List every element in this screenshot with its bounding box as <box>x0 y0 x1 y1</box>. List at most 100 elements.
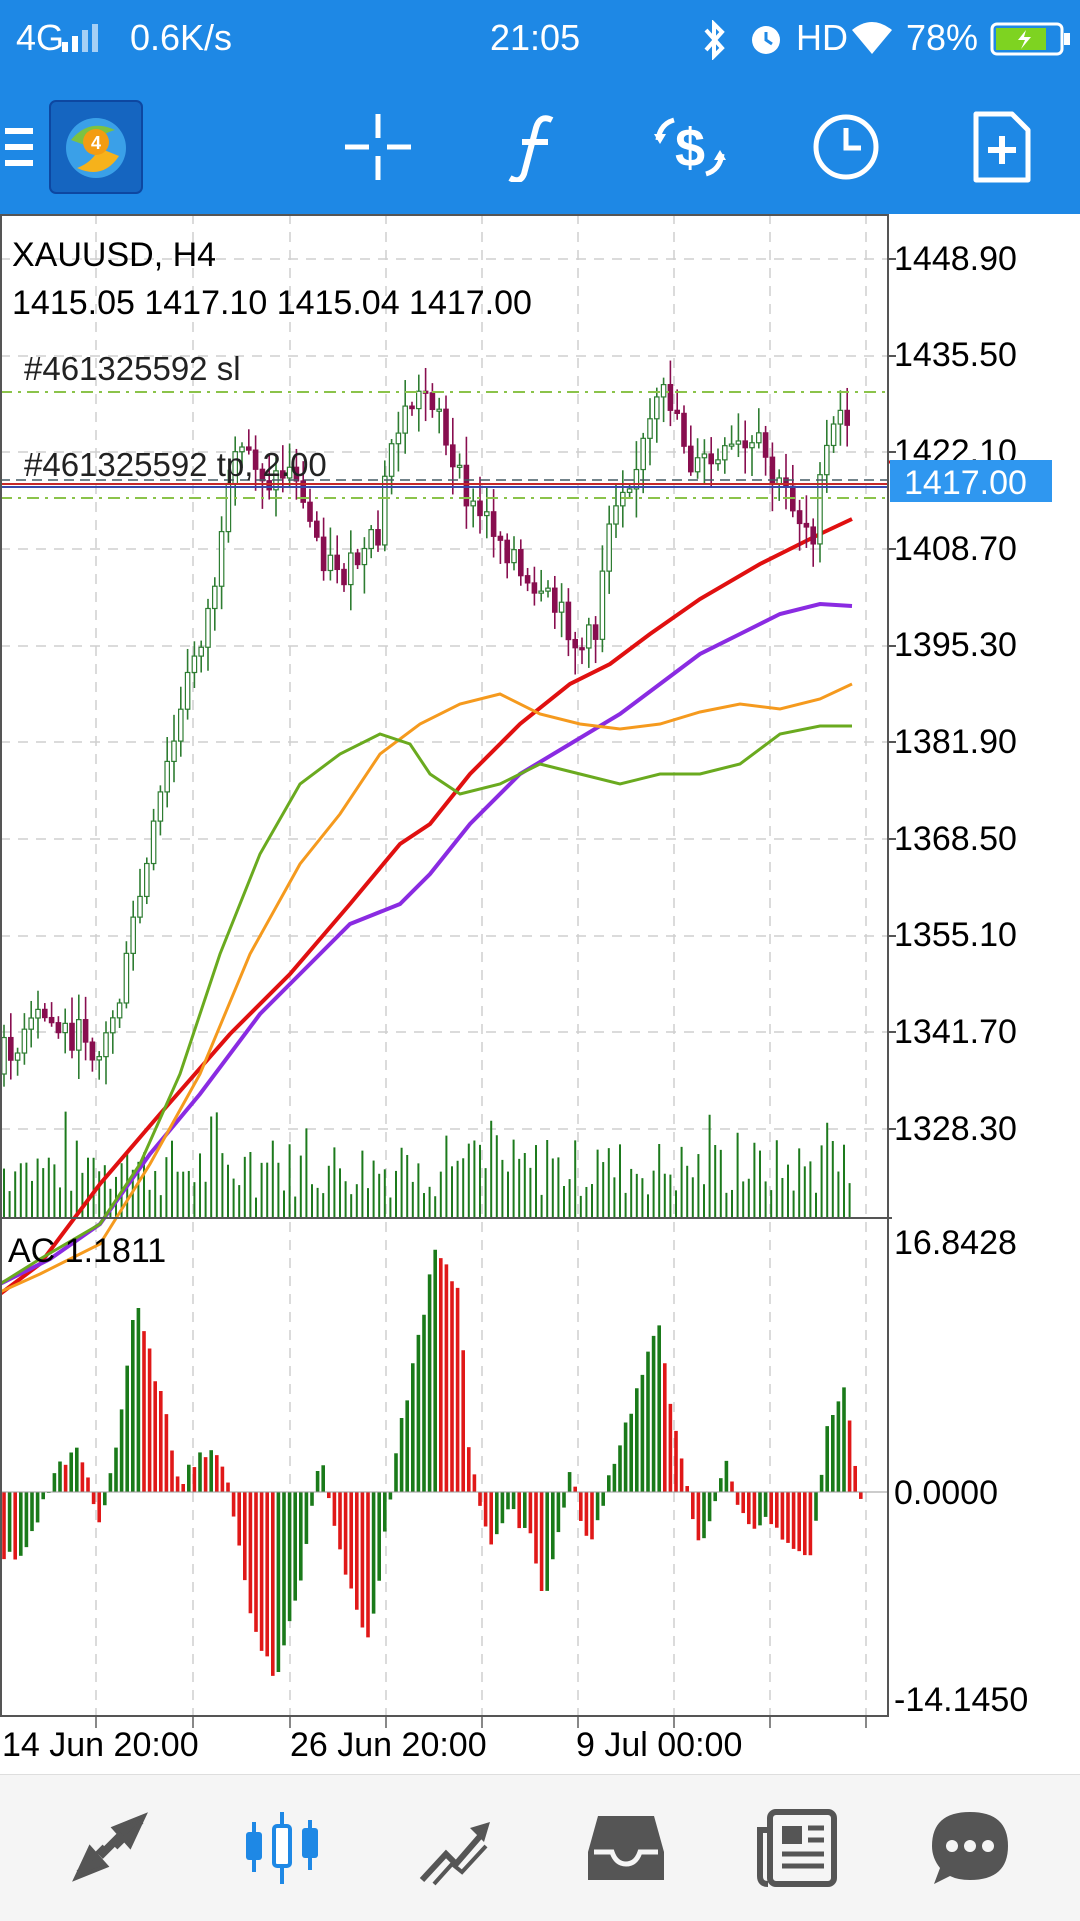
status-bar: 4G 0.6K/s 21:05 HD 78% <box>0 0 1080 80</box>
candle-body <box>755 432 762 444</box>
price-label: 1435.50 <box>894 336 1017 374</box>
history-icon <box>588 1816 664 1880</box>
candle-body <box>749 442 755 449</box>
candle-body <box>314 520 320 538</box>
menu-button[interactable] <box>0 80 40 214</box>
current-price-value: 1417.00 <box>904 464 1027 502</box>
stop-loss-label[interactable]: #461325592 sl <box>24 350 241 387</box>
candle-body <box>348 552 354 586</box>
candle-body <box>354 552 361 566</box>
nav-history[interactable] <box>556 1775 696 1921</box>
candle-body <box>456 464 463 468</box>
metatrader-logo: 4 <box>49 100 143 194</box>
candle-body <box>524 575 531 584</box>
nav-trade[interactable] <box>384 1775 524 1921</box>
candle-body <box>701 453 708 459</box>
candle-body <box>205 607 211 648</box>
candle-body <box>327 554 334 572</box>
candle-body <box>463 464 470 507</box>
symbol-timeframe: XAUUSD, H4 <box>12 236 216 274</box>
candle-body <box>647 418 653 439</box>
candle-body <box>470 500 477 507</box>
candle-body <box>844 409 851 426</box>
candle-body <box>517 549 524 577</box>
menu-icon <box>5 128 33 166</box>
candle-body <box>565 601 572 641</box>
candle-body <box>48 1016 55 1024</box>
price-chart[interactable]: XAUUSD, H4 1415.05 1417.10 1415.04 1417.… <box>0 214 1080 1774</box>
nav-quotes[interactable] <box>40 1775 180 1921</box>
candle-body <box>687 445 694 473</box>
nav-chat[interactable] <box>900 1775 1040 1921</box>
chart-toolbar: 4 $ <box>0 80 1080 214</box>
candle-body <box>497 535 504 541</box>
candle-body <box>409 405 415 410</box>
candle-body <box>28 1017 35 1030</box>
battery-percent: 78% <box>906 17 979 58</box>
candle-body <box>184 671 191 710</box>
candle-body <box>382 475 388 546</box>
candle-body <box>443 408 449 446</box>
candle-body <box>817 474 823 545</box>
candle-body <box>728 443 735 447</box>
candle-body <box>742 440 749 449</box>
take-profit-label[interactable]: #461325592 tp, 2.00 <box>24 446 327 483</box>
candle-body <box>334 554 341 571</box>
candle-body <box>14 1052 21 1061</box>
candle-body <box>585 624 592 649</box>
candle-body <box>416 390 422 410</box>
candle-body <box>484 511 490 517</box>
candle-body <box>368 529 375 550</box>
candle-body <box>402 405 409 434</box>
candle-body <box>82 1019 89 1043</box>
candle-body <box>320 536 327 572</box>
candle-body <box>144 862 150 898</box>
candle-body <box>286 466 293 479</box>
network-type: 4G <box>16 17 65 58</box>
candle-body <box>178 708 184 742</box>
time-label: 14 Jun 20:00 <box>2 1726 199 1764</box>
timeframe-button[interactable] <box>798 80 894 214</box>
candle-body <box>681 412 687 447</box>
candle-body <box>307 501 313 522</box>
crosshair-icon <box>345 114 411 180</box>
candle-body <box>1 1036 7 1075</box>
new-order-button[interactable] <box>954 80 1050 214</box>
nav-news[interactable] <box>728 1775 868 1921</box>
trade-button[interactable]: $ <box>642 80 738 214</box>
candle-body <box>667 384 674 411</box>
candle-body <box>116 1002 123 1019</box>
price-label: 1448.90 <box>894 240 1017 278</box>
trade-icon <box>419 1822 490 1886</box>
candle-body <box>103 1032 109 1058</box>
nav-chart[interactable] <box>212 1775 352 1921</box>
candle-body <box>109 1017 116 1034</box>
price-label: 1395.30 <box>894 626 1017 664</box>
candle-body <box>375 529 381 546</box>
candle-body <box>171 740 177 763</box>
candle-body <box>572 638 579 649</box>
candle-body <box>558 601 565 613</box>
candle-body <box>62 1022 69 1034</box>
ma-line-purple <box>0 601 853 1286</box>
indicators-button[interactable] <box>486 80 582 214</box>
candle-body <box>579 647 585 651</box>
candle-body <box>198 646 205 657</box>
crosshair-button[interactable] <box>330 80 426 214</box>
candle-body <box>55 1022 62 1034</box>
candle-body <box>490 511 497 537</box>
chart-area[interactable]: XAUUSD, H4 1415.05 1417.10 1415.04 1417.… <box>0 214 1080 1774</box>
candle-body <box>762 432 769 458</box>
svg-text:$: $ <box>675 118 705 178</box>
candle-body <box>395 432 402 445</box>
candle-body <box>477 500 483 517</box>
candle-body <box>35 1008 41 1019</box>
candle-body <box>803 522 810 528</box>
battery-icon <box>990 22 1070 56</box>
price-label: 1328.30 <box>894 1110 1017 1148</box>
ac-axis-label: -14.1450 <box>894 1681 1028 1719</box>
candle-body <box>531 582 538 594</box>
candle-body <box>191 655 198 674</box>
app-logo-button[interactable]: 4 <box>48 80 144 214</box>
candle-body <box>551 587 558 613</box>
